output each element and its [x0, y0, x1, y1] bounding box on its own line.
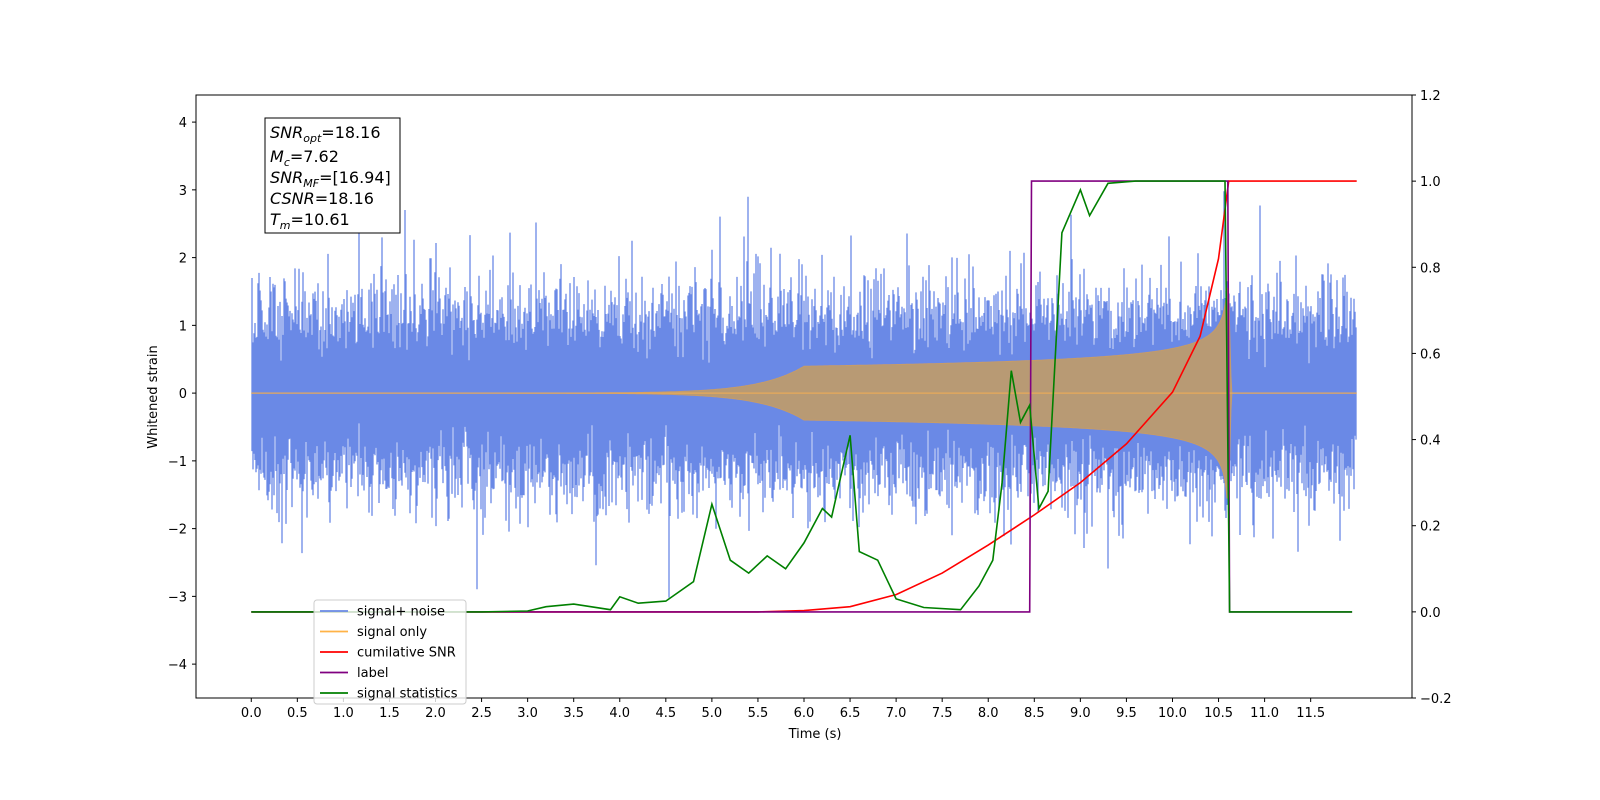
x-tick-label: 6.0	[794, 706, 815, 721]
stats-box-border	[264, 117, 401, 234]
right-axis-series-layer	[251, 180, 1357, 613]
y-axis-left: 4 3 2 1 0 −1 −2 −3 −4	[168, 116, 196, 673]
y-axis-right: 1.2 1.0 0.8 0.6 0.4 0.2 0.0 −0.2	[1412, 89, 1452, 707]
legend-label-cumilative-snr: cumilative SNR	[357, 646, 456, 661]
x-tick-label: 8.0	[978, 706, 999, 721]
x-tick-label: 8.5	[1024, 706, 1045, 721]
x-tick-label: 7.5	[932, 706, 953, 721]
x-tick-label: 3.0	[517, 706, 538, 721]
series-cumilative-snr-line	[251, 180, 1357, 613]
x-tick-label: 7.0	[886, 706, 907, 721]
x-tick-label: 9.5	[1116, 706, 1137, 721]
x-tick-label: 2.0	[425, 706, 446, 721]
x-tick-label: 2.5	[471, 706, 492, 721]
x-tick-label: 4.0	[609, 706, 630, 721]
y-left-tick-label: 2	[179, 252, 187, 267]
legend-label-label: label	[357, 666, 388, 681]
stats-line: Tm=10.61	[270, 210, 350, 232]
x-tick-label: 10.5	[1204, 706, 1233, 721]
x-tick-label: 5.5	[748, 706, 769, 721]
legend-label-signal-only: signal only	[357, 625, 427, 640]
x-tick-label: 3.5	[563, 706, 584, 721]
x-axis: 0.0 0.5 1.0 1.5 2.0 2.5 3.0 3.5 4.0 4.5 5.0 5.5 6.0 6…	[241, 698, 1325, 721]
x-tick-label: 0.0	[241, 706, 262, 721]
stats-line: SNRMF=[16.94]	[270, 168, 391, 190]
y-right-tick-label: 0.2	[1420, 520, 1441, 535]
stats-annotation-box: SNRopt=18.16Mc=7.62SNRMF=[16.94]CSNR=18.…	[264, 117, 401, 234]
legend-frame	[313, 599, 467, 705]
y-left-tick-label: 1	[179, 319, 187, 334]
y-right-tick-label: 0.6	[1420, 347, 1441, 362]
x-tick-label: 5.0	[702, 706, 723, 721]
y-left-tick-label: −4	[168, 658, 187, 673]
y-left-tick-label: 0	[179, 387, 187, 402]
stats-line: SNRopt=18.16	[270, 123, 381, 145]
y-left-tick-label: −3	[168, 590, 187, 605]
x-tick-label: 9.0	[1070, 706, 1091, 721]
y-left-tick-label: −2	[168, 523, 187, 538]
x-tick-label: 1.5	[379, 706, 400, 721]
stats-line: CSNR=18.16	[270, 189, 374, 208]
y-right-tick-label: 0.8	[1420, 261, 1441, 276]
series-signal-statistics-line	[251, 180, 1353, 613]
stats-line: Mc=7.62	[270, 147, 339, 169]
y-right-tick-label: 1.2	[1420, 89, 1441, 104]
x-tick-label: 0.5	[287, 706, 308, 721]
x-tick-label: 11.0	[1250, 706, 1279, 721]
legend-label-signal-statistics: signal statistics	[357, 687, 458, 702]
y-left-tick-label: 4	[179, 116, 187, 131]
x-axis-label: Time (s)	[788, 727, 842, 742]
y-axis-label: Whitened strain	[146, 345, 161, 448]
x-tick-label: 10.0	[1158, 706, 1187, 721]
y-left-tick-label: 3	[179, 184, 187, 199]
y-right-tick-label: 0.0	[1420, 606, 1441, 621]
y-right-tick-label: 1.0	[1420, 175, 1441, 190]
y-right-tick-label: −0.2	[1420, 692, 1452, 707]
y-left-tick-label: −1	[168, 455, 187, 470]
legend-label-signal-noise: signal+ noise	[357, 605, 445, 620]
legend: signal+ noise signal only cumilative SNR la…	[313, 599, 467, 705]
x-tick-label: 4.5	[655, 706, 676, 721]
x-tick-label: 11.5	[1296, 706, 1325, 721]
x-tick-label: 1.0	[333, 706, 354, 721]
x-tick-label: 6.5	[840, 706, 861, 721]
y-right-tick-label: 0.4	[1420, 434, 1441, 449]
